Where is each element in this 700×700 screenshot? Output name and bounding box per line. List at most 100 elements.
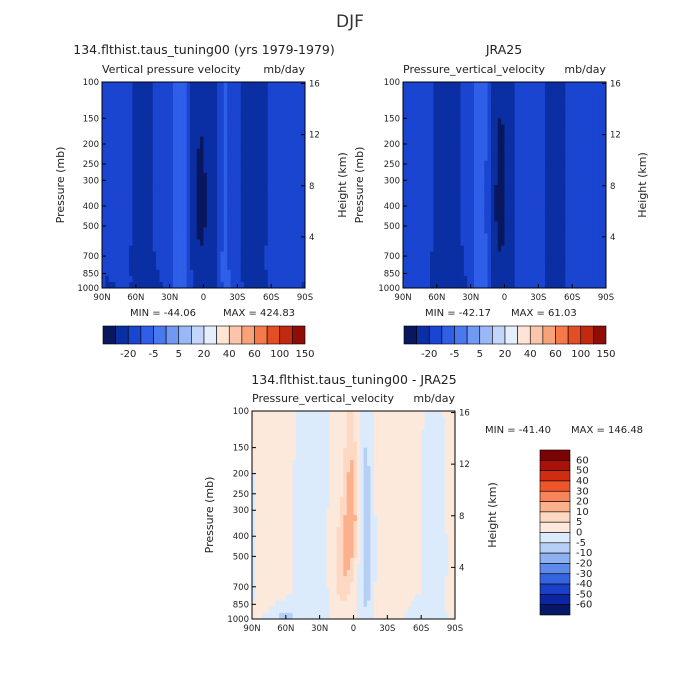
contour-cell bbox=[565, 221, 570, 229]
contour-cell bbox=[298, 227, 303, 235]
contour-cell bbox=[589, 203, 594, 210]
contour-cell bbox=[291, 203, 296, 210]
contour-cell bbox=[426, 124, 431, 132]
contour-cell bbox=[419, 275, 424, 283]
contour-cell bbox=[142, 112, 147, 119]
contour-cell bbox=[227, 209, 232, 216]
contour-cell bbox=[257, 221, 262, 229]
contour-cell bbox=[446, 263, 451, 271]
contour-cell bbox=[262, 576, 267, 583]
min-label: MIN = -42.17 bbox=[425, 308, 491, 319]
contour-cell bbox=[487, 275, 492, 283]
contour-cell bbox=[272, 551, 277, 559]
contour-cell bbox=[285, 447, 290, 455]
contour-cell bbox=[416, 166, 421, 174]
contour-cell bbox=[299, 600, 304, 608]
y-tick-label: 150 bbox=[83, 114, 99, 124]
contour-cell bbox=[173, 185, 178, 192]
contour-cell bbox=[213, 148, 218, 156]
contour-cell bbox=[323, 600, 328, 608]
contour-cell bbox=[289, 447, 294, 455]
contour-cell bbox=[152, 281, 157, 288]
contour-cell bbox=[206, 142, 211, 150]
panel-subtitle-right: mb/day bbox=[564, 63, 606, 76]
contour-cell bbox=[319, 459, 324, 467]
contour-cell bbox=[426, 94, 431, 101]
contour-cell bbox=[541, 233, 546, 241]
contour-cell bbox=[145, 209, 150, 216]
contour-cell bbox=[200, 160, 205, 168]
contour-cell bbox=[135, 112, 140, 119]
contour-cell bbox=[582, 281, 587, 288]
contour-cell bbox=[568, 118, 573, 126]
contour-cell bbox=[173, 148, 178, 156]
contour-cell bbox=[474, 94, 479, 101]
contour-cell bbox=[272, 429, 277, 437]
contour-cell bbox=[409, 191, 414, 198]
contour-cell bbox=[440, 275, 445, 283]
contour-cell bbox=[507, 100, 512, 107]
contour-cell bbox=[261, 112, 265, 119]
contour-cell bbox=[589, 82, 594, 89]
contour-cell bbox=[446, 166, 451, 174]
contour-cell bbox=[555, 88, 560, 95]
contour-cell bbox=[521, 142, 526, 150]
contour-cell bbox=[285, 515, 290, 522]
contour-cell bbox=[230, 160, 235, 168]
contour-cell bbox=[575, 154, 580, 162]
contour-cell bbox=[159, 233, 164, 241]
contour-cell bbox=[186, 118, 191, 126]
contour-cell bbox=[572, 142, 577, 150]
contour-cell bbox=[501, 275, 506, 283]
contour-cell bbox=[258, 545, 263, 553]
contour-cell bbox=[132, 227, 137, 235]
contour-cell bbox=[548, 281, 553, 288]
contour-cell bbox=[262, 411, 267, 418]
contour-cell bbox=[274, 124, 279, 132]
contour-cell bbox=[494, 172, 499, 180]
contour-cell bbox=[416, 251, 421, 259]
contour-cell bbox=[233, 281, 238, 288]
contour-cell bbox=[176, 197, 181, 204]
contour-cell bbox=[223, 209, 228, 216]
contour-cell bbox=[258, 533, 263, 541]
contour-cell bbox=[183, 197, 188, 204]
contour-cell bbox=[416, 257, 421, 265]
contour-cell bbox=[484, 185, 489, 192]
contour-cell bbox=[494, 130, 499, 138]
contour-cell bbox=[230, 221, 235, 229]
contour-cell bbox=[183, 166, 188, 174]
contour-cell bbox=[264, 136, 269, 144]
contour-cell bbox=[291, 245, 296, 253]
contour-cell bbox=[279, 429, 284, 437]
contour-cell bbox=[289, 472, 294, 479]
contour-cell bbox=[306, 515, 311, 522]
contour-cell bbox=[309, 521, 314, 528]
contour-cell bbox=[230, 112, 235, 119]
contour-cell bbox=[271, 82, 276, 89]
contour-cell bbox=[274, 209, 279, 216]
contour-cell bbox=[433, 257, 438, 265]
contour-cell bbox=[548, 100, 553, 107]
contour-cell bbox=[595, 178, 600, 186]
contour-cell bbox=[443, 203, 448, 210]
contour-cell bbox=[562, 239, 566, 247]
contour-cell bbox=[262, 606, 267, 614]
contour-cell bbox=[514, 178, 519, 186]
contour-cell bbox=[490, 245, 495, 253]
contour-cell bbox=[551, 227, 556, 235]
contour-cell bbox=[548, 269, 553, 277]
contour-cell bbox=[166, 227, 171, 235]
contour-cell bbox=[477, 263, 482, 271]
contour-cell bbox=[490, 185, 495, 192]
contour-cell bbox=[262, 502, 267, 510]
contour-cell bbox=[531, 197, 536, 204]
contour-cell bbox=[446, 124, 451, 132]
contour-cell bbox=[480, 112, 485, 119]
contour-cell bbox=[193, 148, 198, 156]
contour-cell bbox=[210, 88, 215, 95]
contour-cell bbox=[267, 178, 272, 186]
contour-cell bbox=[237, 124, 242, 132]
contour-cell bbox=[295, 459, 300, 467]
